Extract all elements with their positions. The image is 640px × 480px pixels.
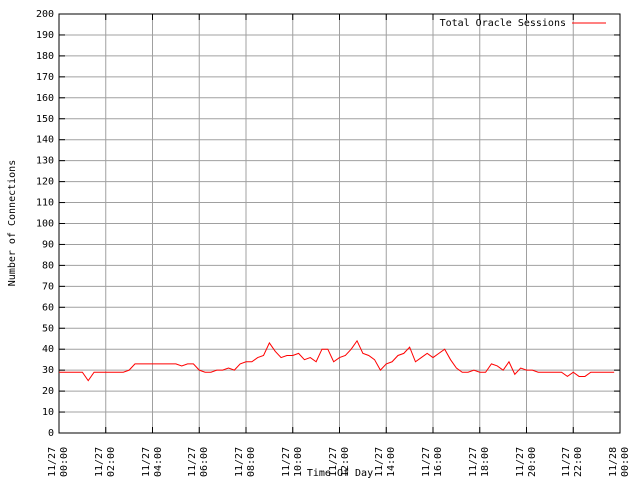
x-tick-label: 11/27 18:00 xyxy=(467,446,491,477)
y-tick-label: 160 xyxy=(36,93,54,104)
y-tick-label: 70 xyxy=(42,281,54,292)
y-tick-label: 80 xyxy=(42,260,54,271)
x-tick-label: 11/27 06:00 xyxy=(187,446,211,477)
y-tick-label: 100 xyxy=(36,219,54,230)
x-axis-label: Time Of Day xyxy=(307,468,373,479)
x-tick-label: 11/27 02:00 xyxy=(93,446,117,477)
x-tick-label: 11/27 08:00 xyxy=(234,446,257,477)
x-tick-label: 11/27 14:00 xyxy=(374,446,398,477)
y-tick-label: 140 xyxy=(36,135,54,146)
y-tick-label: 50 xyxy=(42,323,54,334)
x-tick-label: 11/27 12:00 xyxy=(327,446,351,477)
y-tick-label: 10 xyxy=(42,407,54,418)
legend-label: Total Oracle Sessions xyxy=(440,18,566,29)
y-tick-label: 120 xyxy=(36,177,54,188)
y-tick-label: 200 xyxy=(36,9,54,20)
y-tick-label: 130 xyxy=(36,156,54,167)
y-tick-label: 110 xyxy=(36,198,54,209)
x-tick-label: 11/27 00:00 xyxy=(47,446,70,477)
y-tick-label: 0 xyxy=(48,428,54,439)
x-tick-label: 11/27 22:00 xyxy=(561,446,585,477)
y-tick-label: 90 xyxy=(42,239,54,250)
y-axis-label: Number of Connections xyxy=(7,160,18,286)
y-tick-label: 20 xyxy=(42,386,54,397)
y-tick-label: 40 xyxy=(42,344,54,355)
y-tick-label: 60 xyxy=(42,302,54,313)
y-tick-label: 190 xyxy=(36,30,54,41)
data-line xyxy=(59,339,615,382)
y-tick-label: 30 xyxy=(42,365,54,376)
x-tick-label: 11/28 00:00 xyxy=(608,446,631,477)
plot-frame xyxy=(58,13,621,434)
x-tick-label: 11/27 20:00 xyxy=(514,446,538,477)
y-tick-label: 150 xyxy=(36,114,54,125)
x-tick-label: 11/27 16:00 xyxy=(421,446,444,477)
x-tick-label: 11/27 04:00 xyxy=(140,446,164,477)
y-tick-label: 170 xyxy=(36,72,54,83)
y-tick-label: 180 xyxy=(36,51,54,62)
x-tick-label: 11/27 10:00 xyxy=(280,446,304,477)
